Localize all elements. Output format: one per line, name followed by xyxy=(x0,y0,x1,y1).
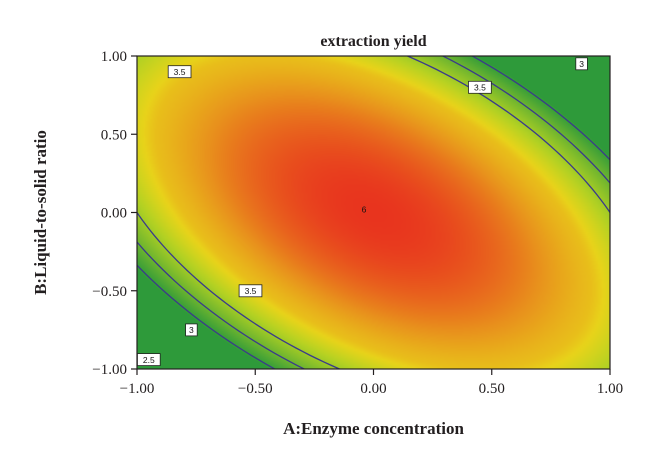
y-axis-title: B:Liquid-to-solid ratio xyxy=(31,130,50,295)
contour-label: 6 xyxy=(362,205,367,215)
y-tick-label: −1.00 xyxy=(92,362,127,378)
contour-lines xyxy=(137,56,610,369)
x-tick-label: 1.00 xyxy=(597,381,623,397)
y-tick-label: 0.00 xyxy=(101,206,127,222)
contour-line-3 xyxy=(137,56,610,369)
contour-label: 3 xyxy=(579,59,584,69)
x-tick-label: −1.00 xyxy=(120,381,155,397)
contour-label: 2.5 xyxy=(143,355,155,365)
contour-label-box xyxy=(468,80,492,94)
x-tick-label: −0.50 xyxy=(238,381,273,397)
contour-label: 3.5 xyxy=(174,67,186,77)
y-tick-label: −0.50 xyxy=(92,284,127,300)
contour-label-box xyxy=(238,284,263,298)
chart-title: extraction yield xyxy=(320,33,426,50)
x-tick-label: 0.00 xyxy=(360,381,386,397)
contour-label-box xyxy=(575,57,588,71)
yield-heatmap xyxy=(137,56,610,369)
plot-area: 3.5 3.5 3.5 3 3 2.5 6 xyxy=(137,56,610,369)
contour-label: 3.5 xyxy=(474,83,486,93)
x-tick-label: 0.50 xyxy=(479,381,505,397)
contour-label-box xyxy=(185,323,198,337)
x-axis-title: A:Enzyme concentration xyxy=(283,419,464,438)
contour-line-2-5 xyxy=(137,56,610,369)
contour-labels: 3.5 3.5 3.5 3 3 2.5 6 xyxy=(137,57,588,367)
y-tick-label: 0.50 xyxy=(101,127,127,143)
contour-label: 3 xyxy=(189,325,194,335)
axes: −1.00 −0.50 0.00 0.50 1.00 −1.00 −0.50 0.00 0.50… xyxy=(92,49,623,397)
contour-line-3-5 xyxy=(137,56,610,369)
contour-label: 3.5 xyxy=(245,286,257,296)
contour-label-box xyxy=(167,65,192,79)
y-tick-label: 1.00 xyxy=(101,49,127,65)
